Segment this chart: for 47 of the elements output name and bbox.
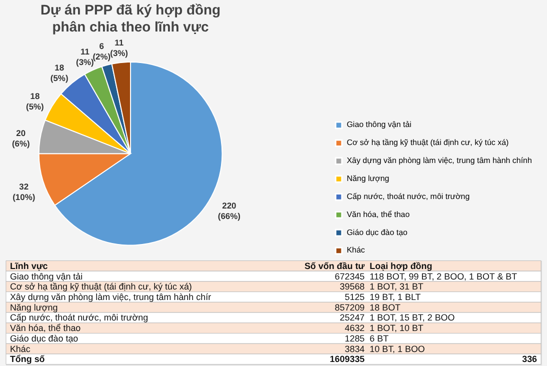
legend-label: Cơ sở hạ tầng kỹ thuật (tái định cư, ký túc xá) — [346, 138, 510, 148]
data-label: 1285 — [344, 333, 365, 344]
data-label: 18 BOT — [370, 302, 402, 312]
legend-label: Cấp nước, thoát nước, môi trường — [346, 192, 470, 201]
data-label: 18 (5%) — [50, 62, 68, 84]
chart-title: Dự án PPP đã ký hợp đồng phân chia theo lĩnh vực — [40, 2, 221, 35]
text: Lĩnh vực — [10, 260, 48, 271]
data-label: 11 (3%) — [110, 38, 128, 58]
data-label: 220 (66%) — [218, 200, 241, 222]
data-label: 1 BOT, 10 BT — [370, 323, 424, 334]
data-label: 6 BT — [370, 333, 390, 344]
series-label: Số vốn đầu tư — [304, 260, 366, 271]
data-label: 857209 — [334, 302, 365, 312]
data-label: 32 (10%) — [12, 181, 36, 202]
text: Loại hợp đồng — [370, 260, 432, 271]
category-label: Xây dựng văn phòng làm việc, trung tâm hành chír — [10, 292, 212, 302]
data-label: 20 (6%) — [12, 128, 30, 148]
legend-label: Giao thông vận tải — [346, 120, 412, 130]
data-label: 25247 — [340, 312, 365, 323]
data-label: 672345 — [334, 271, 365, 282]
data-label: 5125 — [344, 292, 365, 302]
legend-label: Xây dựng văn phòng làm việc, trung tâm hành chính — [346, 156, 532, 166]
data-label: 11 (3%) — [76, 46, 94, 68]
data-label: 118 BOT, 99 BT, 2 BOO, 1 BOT & BT — [370, 271, 518, 282]
data-label: 1 BOT, 15 BT, 2 BOO — [370, 312, 455, 323]
legend-label: Khác — [346, 246, 365, 255]
category-label: Giáo dục đào tạo — [10, 333, 78, 344]
legend-label: Giáo dục đào tạo — [346, 228, 408, 237]
category-label: Tổng số — [10, 354, 46, 364]
data-label: 10 BT, 1 BOO — [370, 344, 425, 354]
legend-label: Văn hóa, thể thao — [346, 210, 410, 219]
data-label: 39568 — [340, 282, 365, 292]
data-label: 18 (5%) — [26, 91, 44, 112]
data-label: 6 (2%) — [92, 40, 111, 62]
category-label: Giao thông vận tải — [10, 271, 83, 282]
category-label: Năng lượng — [10, 302, 58, 312]
data-label: 1609335 — [330, 354, 365, 364]
data-label: 336 — [522, 354, 538, 364]
category-label: Cấp nước, thoát nước, môi trường — [10, 312, 148, 323]
data-label: 4632 — [344, 323, 365, 334]
category-label: Cơ sở hạ tầng kỹ thuật (tái định cư, ký túc xá) — [10, 282, 192, 292]
legend-label: Năng lượng — [346, 174, 390, 184]
category-label: Khác — [10, 344, 31, 354]
data-label: 3834 — [344, 344, 365, 354]
data-label: 1 BOT, 31 BT — [370, 282, 424, 292]
data-label: 19 BT, 1 BLT — [370, 292, 422, 302]
category-label: Văn hóa, thể thao — [10, 323, 81, 334]
